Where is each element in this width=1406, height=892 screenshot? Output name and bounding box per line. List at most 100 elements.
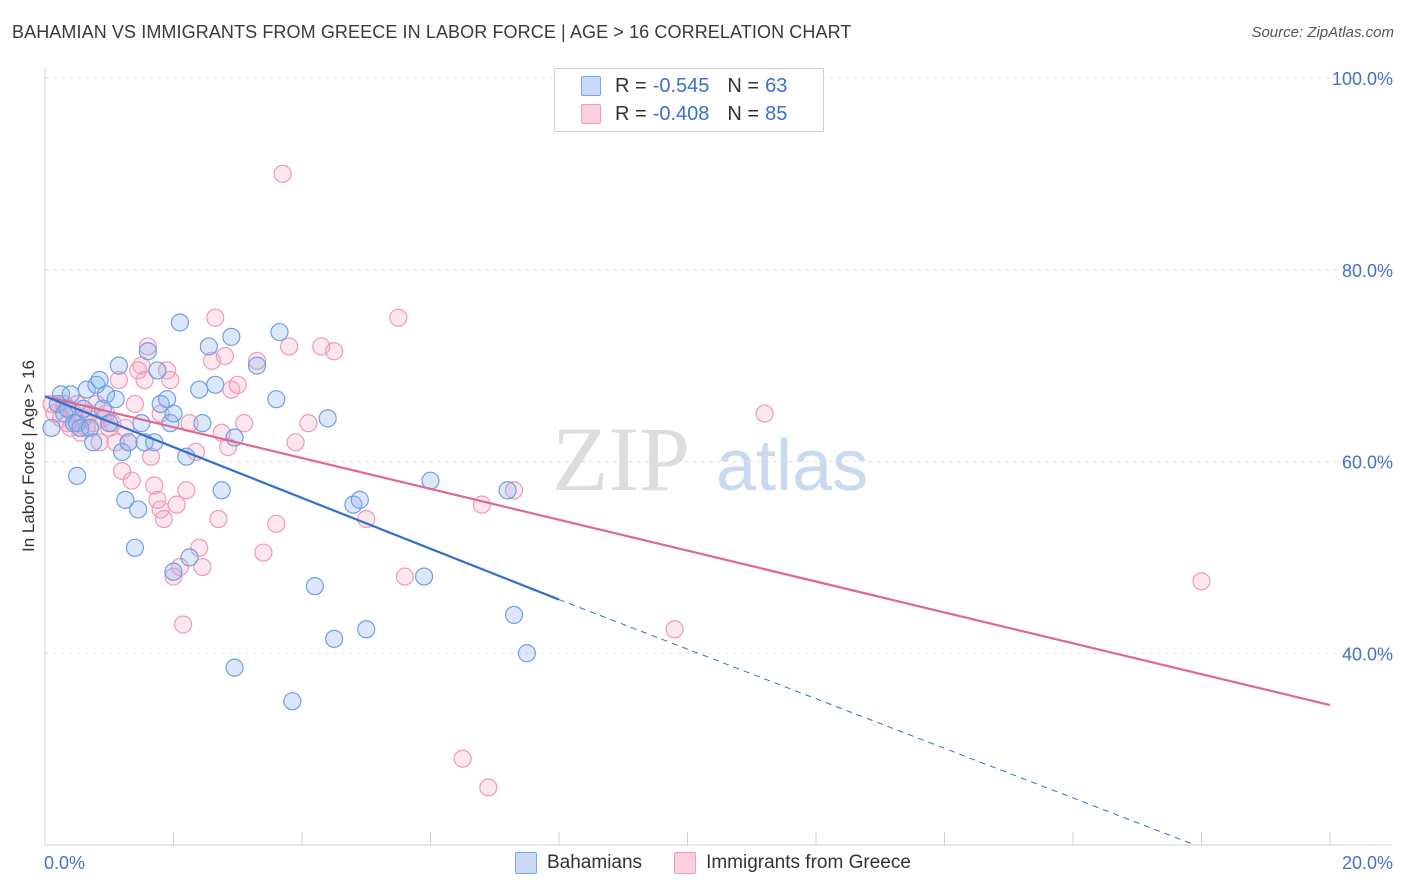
n-label: N =: [727, 74, 760, 97]
axes: [44, 68, 1392, 846]
swatch-bahamians: [515, 852, 537, 874]
watermark-atlas: atlas: [716, 426, 868, 506]
point-greece: [174, 615, 193, 634]
point-greece: [106, 433, 125, 452]
point-greece: [665, 620, 684, 639]
point-greece: [247, 351, 267, 370]
point-greece: [206, 308, 225, 327]
point-bahamians: [270, 322, 289, 342]
point-greece: [273, 164, 292, 183]
swatch-bahamians: [581, 76, 601, 96]
series-legend: Bahamians Immigrants from Greece: [515, 852, 943, 874]
point-greece: [479, 778, 498, 797]
x-tick-label: 0.0%: [44, 853, 85, 873]
point-greece: [109, 370, 128, 390]
point-greece: [286, 433, 305, 452]
grid-lines: [45, 77, 1392, 654]
point-bahamians: [283, 692, 302, 711]
point-greece: [90, 433, 109, 452]
point-greece: [157, 361, 177, 380]
point-greece: [299, 414, 318, 433]
legend-item-greece: Immigrants from Greece: [674, 852, 911, 874]
point-bahamians: [42, 418, 61, 438]
point-greece: [135, 370, 154, 390]
point-greece: [177, 481, 196, 500]
stats-legend: R = -0.545 N = 63 R = -0.408 N = 85: [554, 68, 824, 132]
legend-item-bahamians: Bahamians: [515, 852, 642, 874]
point-bahamians: [318, 409, 337, 428]
point-bahamians: [116, 490, 135, 509]
n-value: 85: [765, 102, 788, 125]
point-greece: [167, 495, 186, 514]
point-bahamians: [357, 620, 376, 639]
watermark-zip: ZIP: [552, 408, 690, 510]
n-label: N =: [727, 102, 760, 125]
r-label: R =: [615, 74, 647, 97]
point-bahamians: [87, 375, 106, 394]
point-bahamians: [138, 342, 157, 361]
point-bahamians: [106, 390, 125, 409]
point-bahamians: [129, 500, 148, 519]
swatch-greece: [581, 104, 601, 124]
point-greece: [148, 490, 167, 509]
point-bahamians: [517, 644, 536, 663]
point-greece: [280, 337, 299, 356]
point-bahamians: [180, 548, 199, 567]
point-greece: [389, 308, 408, 327]
point-bahamians: [325, 629, 344, 648]
point-bahamians: [498, 481, 517, 500]
x-tick-label: 20.0%: [1342, 853, 1393, 873]
point-bahamians: [119, 433, 138, 452]
point-bahamians: [267, 390, 286, 409]
point-greece: [193, 557, 212, 577]
point-bahamians: [71, 418, 90, 438]
watermark: ZIP atlas: [552, 408, 868, 510]
chart-title: BAHAMIAN VS IMMIGRANTS FROM GREECE IN LA…: [12, 22, 852, 42]
y-tick-label: 80.0%: [1342, 261, 1393, 281]
point-greece: [112, 461, 132, 481]
point-greece: [472, 495, 491, 514]
point-bahamians: [206, 375, 225, 394]
point-bahamians: [212, 481, 231, 500]
point-greece: [154, 509, 173, 529]
y-tick-label: 40.0%: [1342, 644, 1393, 664]
point-bahamians: [68, 466, 87, 485]
legend-label: Bahamians: [547, 852, 643, 873]
r-label: R =: [615, 102, 647, 125]
point-greece: [138, 337, 157, 356]
trend-lines: [44, 395, 1331, 846]
point-greece: [122, 471, 141, 490]
point-greece: [228, 375, 247, 394]
trend-line-bahamians: [44, 395, 560, 601]
point-greece: [504, 481, 524, 500]
point-bahamians: [148, 361, 167, 380]
y-tick-label: 60.0%: [1342, 453, 1393, 473]
point-greece: [267, 514, 286, 533]
point-bahamians: [170, 313, 190, 332]
point-greece: [1192, 572, 1211, 591]
point-bahamians: [350, 490, 369, 509]
tick-labels: 40.0% 60.0% 80.0% 100.0% 0.0% 20.0%: [44, 69, 1393, 873]
point-greece: [325, 342, 344, 361]
point-greece: [755, 404, 774, 423]
point-bahamians: [164, 404, 183, 423]
point-greece: [125, 394, 145, 414]
point-bahamians: [305, 577, 324, 596]
point-bahamians: [125, 538, 145, 557]
legend-label: Immigrants from Greece: [706, 852, 911, 873]
legend-row-greece: R = -0.408 N = 85: [581, 101, 787, 127]
y-tick-label: 100.0%: [1332, 69, 1393, 89]
point-bahamians: [109, 356, 128, 375]
point-greece: [164, 567, 183, 586]
swatch-greece: [674, 852, 697, 874]
point-bahamians: [193, 414, 212, 433]
point-bahamians: [247, 356, 267, 375]
trend-line-greece: [44, 395, 1331, 707]
point-bahamians: [414, 567, 434, 586]
point-bahamians: [199, 337, 218, 356]
point-bahamians: [77, 380, 96, 399]
point-greece: [190, 538, 209, 557]
point-greece: [209, 509, 228, 529]
y-axis-label: In Labor Force | Age > 16: [19, 360, 38, 552]
